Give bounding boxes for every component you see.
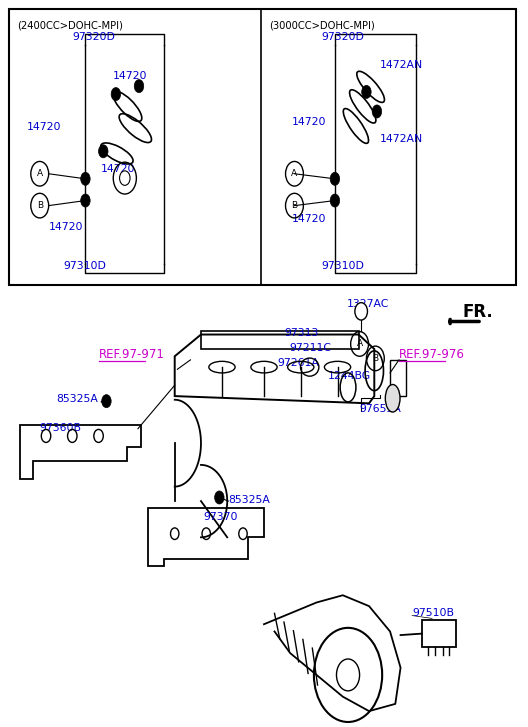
- Ellipse shape: [385, 385, 400, 412]
- Bar: [390, 360, 406, 396]
- Text: 97655A: 97655A: [360, 404, 401, 414]
- Text: 14720: 14720: [26, 122, 61, 132]
- Circle shape: [330, 172, 340, 185]
- Text: 1472AN: 1472AN: [380, 134, 423, 144]
- Circle shape: [81, 194, 90, 207]
- Text: (3000CC>DOHC-MPI): (3000CC>DOHC-MPI): [269, 20, 375, 31]
- Text: (2400CC>DOHC-MPI): (2400CC>DOHC-MPI): [17, 20, 123, 31]
- Circle shape: [99, 145, 108, 158]
- FancyBboxPatch shape: [10, 9, 516, 285]
- Circle shape: [81, 172, 90, 185]
- Text: 97320D: 97320D: [72, 32, 115, 41]
- Circle shape: [102, 395, 111, 408]
- Text: 1327AC: 1327AC: [347, 299, 389, 309]
- Text: B: B: [372, 354, 379, 363]
- Circle shape: [355, 302, 367, 320]
- Circle shape: [214, 491, 224, 504]
- Text: A: A: [36, 169, 43, 178]
- Text: 97261A: 97261A: [277, 358, 319, 368]
- Circle shape: [372, 105, 382, 118]
- Text: 1472AN: 1472AN: [380, 60, 423, 70]
- Circle shape: [362, 85, 371, 98]
- Text: REF.97-971: REF.97-971: [99, 348, 164, 361]
- Text: REF.97-976: REF.97-976: [399, 348, 465, 361]
- Text: 97370: 97370: [204, 512, 238, 522]
- Text: A: A: [356, 340, 363, 348]
- Text: 97310D: 97310D: [322, 261, 365, 271]
- Text: 97310D: 97310D: [63, 261, 106, 271]
- Text: FR.: FR.: [463, 303, 493, 321]
- Text: 14720: 14720: [49, 222, 83, 231]
- Text: 97211C: 97211C: [290, 343, 332, 353]
- Text: 14720: 14720: [113, 71, 147, 81]
- Bar: [201, 331, 359, 349]
- Text: A: A: [291, 169, 297, 178]
- Circle shape: [111, 87, 120, 100]
- Circle shape: [330, 194, 340, 207]
- Circle shape: [119, 171, 130, 185]
- Text: 85325A: 85325A: [56, 394, 98, 404]
- Circle shape: [134, 79, 144, 92]
- Text: 85325A: 85325A: [228, 494, 270, 505]
- Text: B: B: [291, 201, 297, 210]
- Text: 14720: 14720: [292, 116, 326, 126]
- Text: 97510B: 97510B: [412, 608, 454, 617]
- Text: B: B: [36, 201, 43, 210]
- Text: 14720: 14720: [292, 214, 326, 224]
- Text: 97320D: 97320D: [322, 32, 365, 41]
- Text: 97313: 97313: [284, 328, 318, 338]
- Text: 97360B: 97360B: [40, 423, 82, 433]
- Text: 1244BG: 1244BG: [328, 371, 371, 382]
- Text: 14720: 14720: [101, 164, 136, 174]
- Bar: [421, 620, 456, 648]
